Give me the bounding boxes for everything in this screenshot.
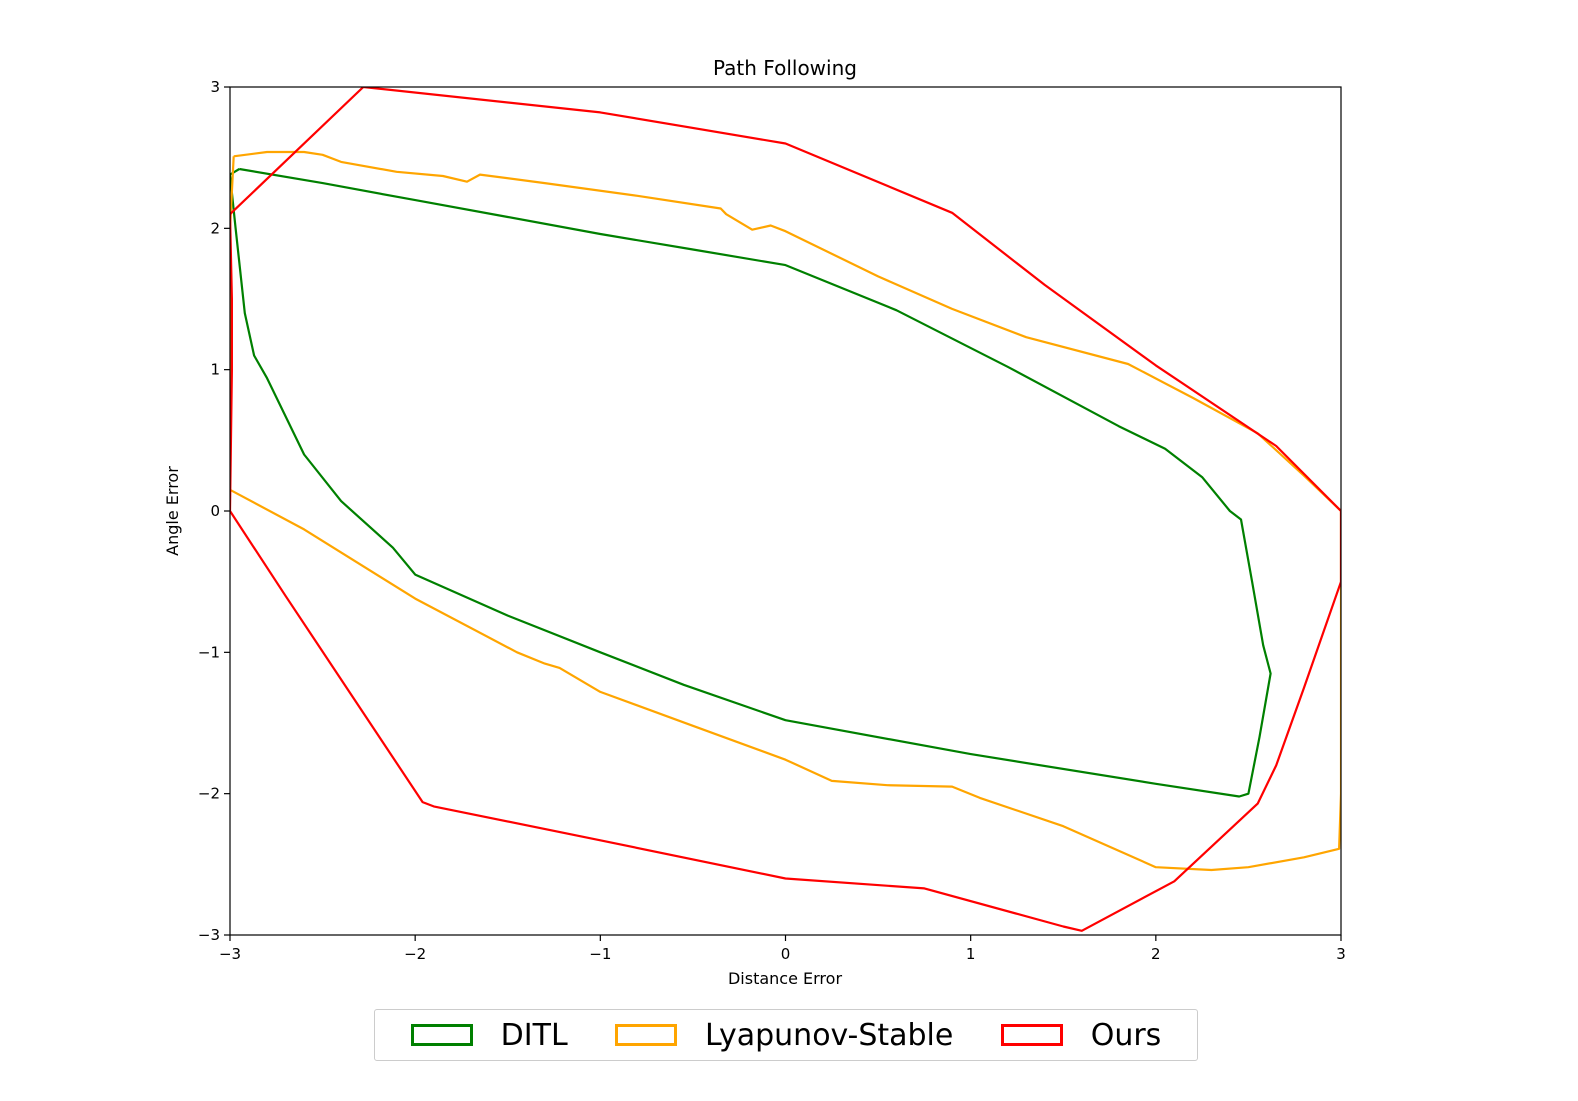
legend: DITL Lyapunov-Stable Ours bbox=[374, 1009, 1198, 1061]
x-tick-label: 2 bbox=[1151, 945, 1161, 963]
legend-entry-ditl: DITL bbox=[410, 1017, 568, 1053]
x-tick-label: 1 bbox=[966, 945, 976, 963]
y-tick-label: −1 bbox=[198, 643, 220, 661]
legend-swatch-ditl bbox=[410, 1024, 473, 1046]
y-tick-label: −2 bbox=[198, 785, 220, 803]
y-tick-label: 0 bbox=[210, 502, 220, 520]
x-tick-label: −3 bbox=[219, 945, 241, 963]
y-tick-label: 1 bbox=[210, 361, 220, 379]
legend-label-ours: Ours bbox=[1090, 1017, 1162, 1053]
y-tick-label: −3 bbox=[198, 926, 220, 944]
y-axis-label: Angle Error bbox=[163, 466, 182, 556]
legend-entry-ours: Ours bbox=[1000, 1017, 1162, 1053]
legend-entry-lyapunov-stable: Lyapunov-Stable bbox=[615, 1018, 953, 1053]
legend-swatch-lyapunov-stable bbox=[615, 1024, 678, 1046]
legend-swatch-ours bbox=[1000, 1024, 1063, 1046]
x-tick-label: −1 bbox=[589, 945, 611, 963]
y-tick-label: 2 bbox=[210, 219, 220, 237]
legend-label-lyapunov-stable: Lyapunov-Stable bbox=[705, 1017, 954, 1053]
x-tick-label: −2 bbox=[404, 945, 426, 963]
legend-label-ditl: DITL bbox=[500, 1017, 568, 1053]
x-tick-label: 0 bbox=[781, 945, 791, 963]
y-tick-label: 3 bbox=[210, 78, 220, 96]
x-tick-label: 3 bbox=[1336, 945, 1346, 963]
series-line-lyapunov-stable bbox=[230, 150, 1341, 872]
series-line-ours bbox=[230, 87, 1341, 932]
series-line-ditl bbox=[230, 167, 1272, 798]
x-axis-label: Distance Error bbox=[728, 969, 842, 988]
chart-title: Path Following bbox=[713, 56, 857, 80]
